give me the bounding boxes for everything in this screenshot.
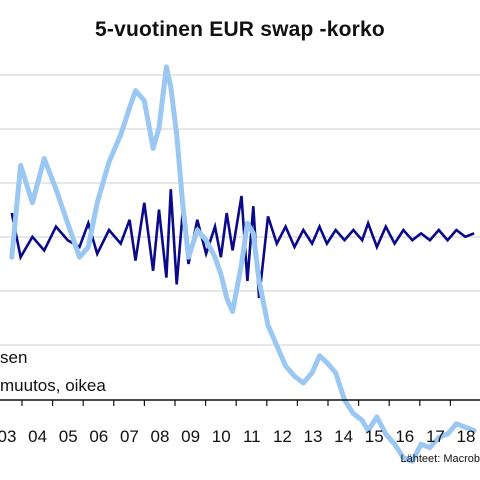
- source-note: Lähteet: Macrob: [400, 453, 480, 465]
- x-tick-label: 07: [120, 427, 139, 446]
- x-tick-label: 12: [273, 427, 292, 446]
- x-tick-label: 14: [334, 427, 353, 446]
- x-tick-label: 13: [304, 427, 323, 446]
- x-tick-label: 15: [365, 427, 384, 446]
- x-tick-label: 05: [59, 427, 78, 446]
- x-tick-label: 06: [89, 427, 108, 446]
- chart-title: 5-vuotinen EUR swap -korko: [95, 18, 385, 41]
- x-tick-label: 11: [243, 427, 261, 446]
- x-tick-label: 08: [151, 427, 170, 446]
- x-tick-label: 17: [426, 427, 445, 446]
- legend-label-change: muutos, oikea: [0, 376, 106, 395]
- x-axis-ticks: 03 04 05 06 07 08 09 10 11 12 13 14 15 16 17 18: [0, 400, 476, 446]
- x-tick-label: 09: [181, 427, 200, 446]
- x-tick-label: 18: [457, 427, 476, 446]
- x-tick-label: 03: [0, 427, 16, 446]
- x-tick-label: 16: [395, 427, 414, 446]
- x-tick-label: 10: [212, 427, 231, 446]
- legend-label-level: sen: [0, 348, 28, 367]
- series-level-line: [9, 64, 477, 464]
- x-tick-label: 04: [28, 427, 47, 446]
